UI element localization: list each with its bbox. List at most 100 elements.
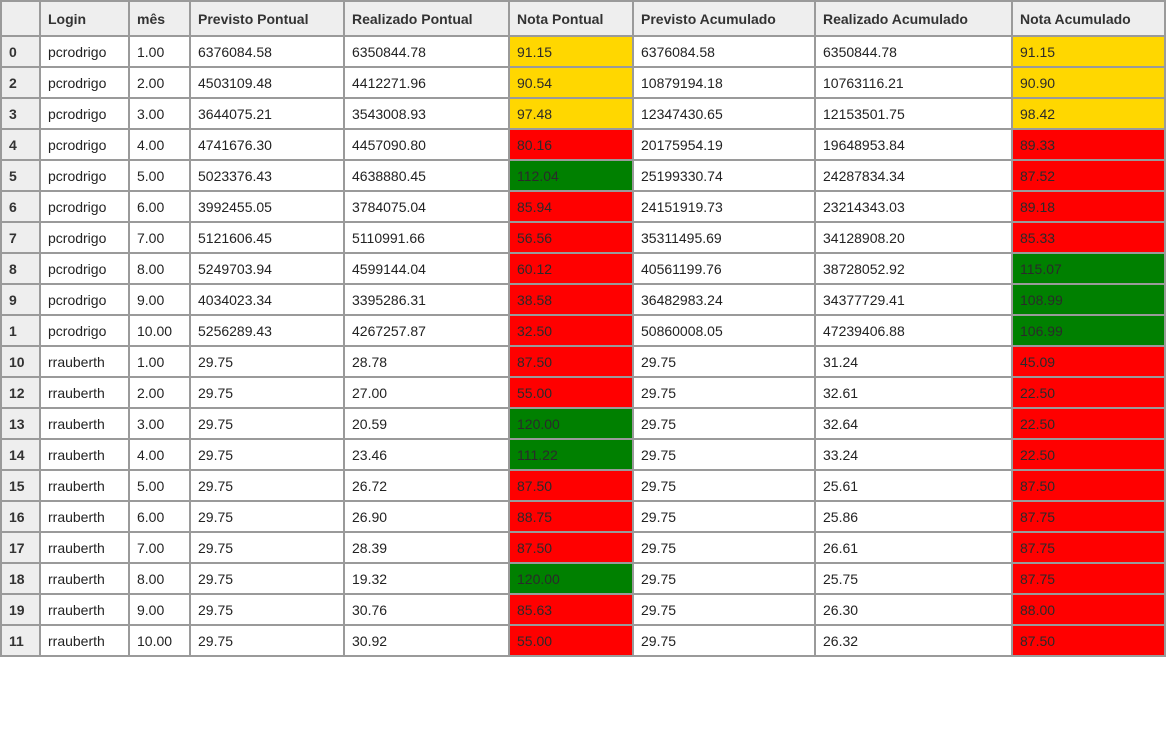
cell-previsto-acumulado: 29.75	[632, 593, 816, 626]
cell-nota-pontual: 91.15	[508, 35, 634, 68]
table-row: 14 rrauberth 4.00 29.75 23.46 111.22 29.75 33.2…	[0, 438, 1166, 471]
cell-nota-acumulado: 22.50	[1011, 376, 1166, 409]
cell-login: pcrodrigo	[39, 190, 130, 223]
cell-realizado-pontual: 4412271.96	[343, 66, 510, 99]
cell-previsto-pontual: 5256289.43	[189, 314, 345, 347]
table-row: 12 rrauberth 2.00 29.75 27.00 55.00 29.75 32.61…	[0, 376, 1166, 409]
dataframe-table: Login mês Previsto Pontual Realizado Pon…	[0, 0, 1166, 657]
cell-mes: 1.00	[128, 345, 191, 378]
table-row: 11 rrauberth 10.00 29.75 30.92 55.00 29.75 26.3…	[0, 624, 1166, 657]
cell-previsto-acumulado: 29.75	[632, 438, 816, 471]
cell-previsto-pontual: 4034023.34	[189, 283, 345, 316]
table-row: 9 pcrodrigo 9.00 4034023.34 3395286.31 38.58 3…	[0, 283, 1166, 316]
cell-nota-pontual: 32.50	[508, 314, 634, 347]
cell-realizado-acumulado: 26.61	[814, 531, 1013, 564]
cell-mes: 9.00	[128, 283, 191, 316]
cell-realizado-acumulado: 25.61	[814, 469, 1013, 502]
cell-realizado-pontual: 6350844.78	[343, 35, 510, 68]
cell-nota-acumulado: 22.50	[1011, 407, 1166, 440]
header-previsto-acumulado: Previsto Acumulado	[632, 0, 816, 37]
cell-mes: 10.00	[128, 314, 191, 347]
cell-login: rrauberth	[39, 469, 130, 502]
cell-realizado-pontual: 23.46	[343, 438, 510, 471]
cell-nota-acumulado: 22.50	[1011, 438, 1166, 471]
cell-realizado-pontual: 3543008.93	[343, 97, 510, 130]
cell-nota-pontual: 60.12	[508, 252, 634, 285]
cell-previsto-acumulado: 35311495.69	[632, 221, 816, 254]
cell-mes: 5.00	[128, 159, 191, 192]
cell-realizado-pontual: 19.32	[343, 562, 510, 595]
cell-nota-acumulado: 89.33	[1011, 128, 1166, 161]
row-index: 9	[0, 283, 41, 316]
table-row: 13 rrauberth 3.00 29.75 20.59 120.00 29.75 32.6…	[0, 407, 1166, 440]
table-row: 5 pcrodrigo 5.00 5023376.43 4638880.45 112.04…	[0, 159, 1166, 192]
header-realizado-acumulado: Realizado Acumulado	[814, 0, 1013, 37]
cell-previsto-acumulado: 29.75	[632, 345, 816, 378]
cell-previsto-pontual: 3992455.05	[189, 190, 345, 223]
cell-realizado-acumulado: 23214343.03	[814, 190, 1013, 223]
table-row: 3 pcrodrigo 3.00 3644075.21 3543008.93 97.48 1…	[0, 97, 1166, 130]
cell-login: pcrodrigo	[39, 314, 130, 347]
cell-login: rrauberth	[39, 500, 130, 533]
cell-nota-pontual: 88.75	[508, 500, 634, 533]
cell-nota-acumulado: 87.75	[1011, 500, 1166, 533]
cell-previsto-pontual: 29.75	[189, 438, 345, 471]
cell-previsto-acumulado: 12347430.65	[632, 97, 816, 130]
cell-realizado-pontual: 4599144.04	[343, 252, 510, 285]
row-index: 0	[0, 35, 41, 68]
header-index	[0, 0, 41, 37]
table-row: 1 pcrodrigo 10.00 5256289.43 4267257.87 32.50…	[0, 314, 1166, 347]
row-index: 5	[0, 159, 41, 192]
cell-nota-pontual: 87.50	[508, 531, 634, 564]
row-index: 11	[0, 624, 41, 657]
header-previsto-pontual: Previsto Pontual	[189, 0, 345, 37]
cell-previsto-acumulado: 40561199.76	[632, 252, 816, 285]
cell-login: rrauberth	[39, 593, 130, 626]
cell-nota-pontual: 97.48	[508, 97, 634, 130]
row-index: 14	[0, 438, 41, 471]
row-index: 17	[0, 531, 41, 564]
row-index: 12	[0, 376, 41, 409]
cell-previsto-pontual: 29.75	[189, 593, 345, 626]
table-row: 10 rrauberth 1.00 29.75 28.78 87.50 29.75 31.24…	[0, 345, 1166, 378]
cell-login: rrauberth	[39, 438, 130, 471]
cell-login: rrauberth	[39, 345, 130, 378]
cell-nota-acumulado: 87.75	[1011, 531, 1166, 564]
cell-previsto-pontual: 6376084.58	[189, 35, 345, 68]
cell-realizado-acumulado: 24287834.34	[814, 159, 1013, 192]
cell-previsto-acumulado: 50860008.05	[632, 314, 816, 347]
cell-previsto-pontual: 5023376.43	[189, 159, 345, 192]
cell-realizado-pontual: 27.00	[343, 376, 510, 409]
row-index: 6	[0, 190, 41, 223]
cell-nota-pontual: 55.00	[508, 624, 634, 657]
cell-nota-acumulado: 106.99	[1011, 314, 1166, 347]
row-index: 10	[0, 345, 41, 378]
cell-realizado-acumulado: 26.30	[814, 593, 1013, 626]
cell-nota-pontual: 56.56	[508, 221, 634, 254]
cell-previsto-pontual: 29.75	[189, 562, 345, 595]
cell-previsto-pontual: 29.75	[189, 407, 345, 440]
row-index: 13	[0, 407, 41, 440]
cell-previsto-pontual: 29.75	[189, 469, 345, 502]
cell-previsto-pontual: 29.75	[189, 376, 345, 409]
cell-nota-acumulado: 89.18	[1011, 190, 1166, 223]
cell-previsto-pontual: 29.75	[189, 345, 345, 378]
cell-realizado-pontual: 26.90	[343, 500, 510, 533]
cell-login: pcrodrigo	[39, 97, 130, 130]
cell-mes: 4.00	[128, 438, 191, 471]
cell-nota-pontual: 112.04	[508, 159, 634, 192]
cell-previsto-acumulado: 24151919.73	[632, 190, 816, 223]
cell-nota-acumulado: 87.52	[1011, 159, 1166, 192]
cell-realizado-acumulado: 34128908.20	[814, 221, 1013, 254]
row-index: 7	[0, 221, 41, 254]
cell-previsto-pontual: 4741676.30	[189, 128, 345, 161]
cell-realizado-acumulado: 19648953.84	[814, 128, 1013, 161]
cell-previsto-pontual: 5249703.94	[189, 252, 345, 285]
header-realizado-pontual: Realizado Pontual	[343, 0, 510, 37]
cell-realizado-pontual: 20.59	[343, 407, 510, 440]
cell-realizado-acumulado: 26.32	[814, 624, 1013, 657]
cell-nota-acumulado: 108.99	[1011, 283, 1166, 316]
cell-mes: 5.00	[128, 469, 191, 502]
cell-login: rrauberth	[39, 531, 130, 564]
cell-nota-acumulado: 90.90	[1011, 66, 1166, 99]
